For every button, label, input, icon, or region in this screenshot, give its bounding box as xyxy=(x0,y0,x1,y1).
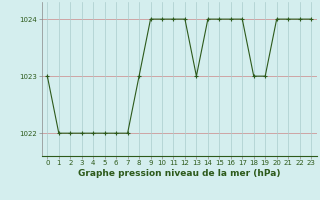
X-axis label: Graphe pression niveau de la mer (hPa): Graphe pression niveau de la mer (hPa) xyxy=(78,169,280,178)
